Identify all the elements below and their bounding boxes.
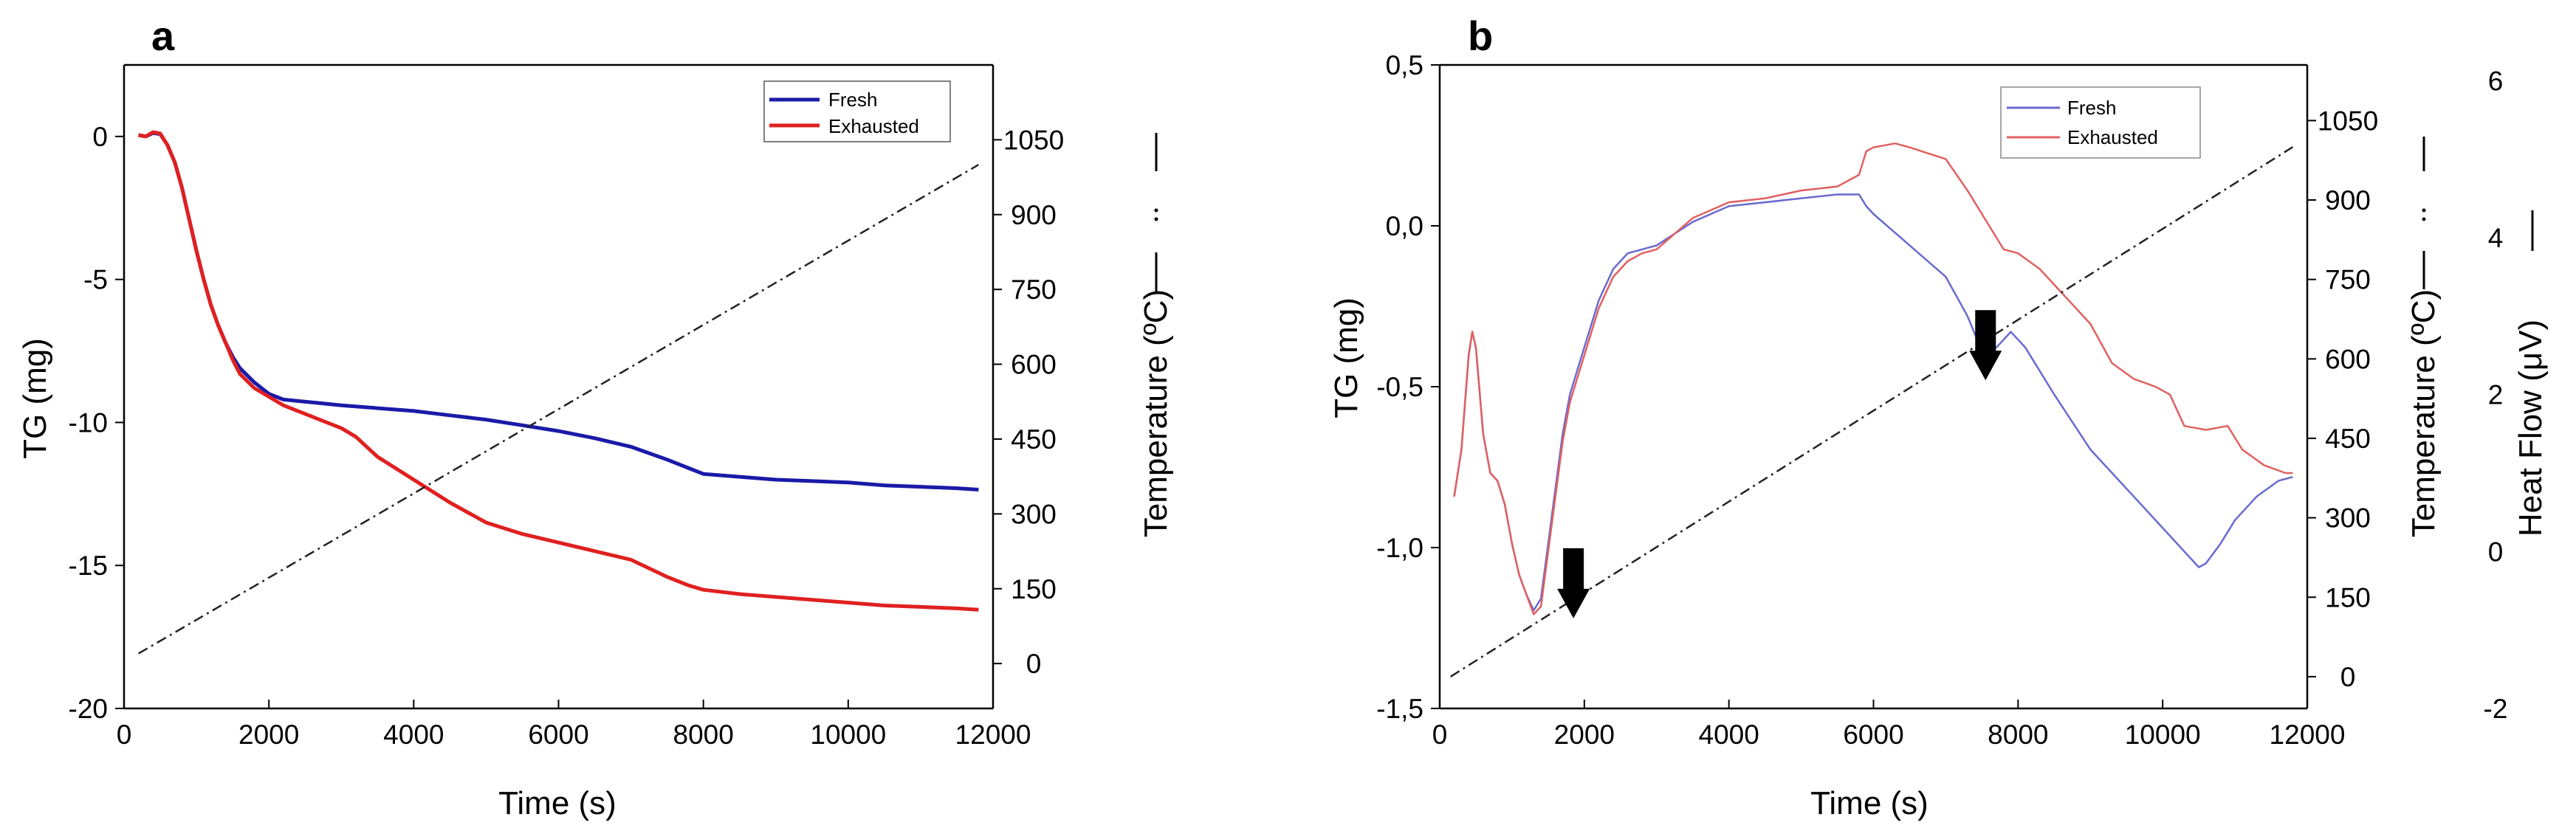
panel-b-y3-tick-label: 0: [2488, 537, 2504, 567]
panel-a-y-axis-label: TG (mg): [17, 338, 53, 459]
panel-b-series-exhausted-line: [1453, 142, 2293, 615]
panel-a-x-tick-label: 10000: [810, 720, 886, 750]
panel-b-y3-tick-label: 6: [2488, 66, 2504, 96]
panel-a-series: [137, 130, 980, 655]
panel-b-ticks: 0 2000 4000 6000 8000 10000 12000-1,5-1,0-0,50…: [1376, 50, 2507, 750]
panel-a-y-tick-label: -15: [69, 551, 108, 581]
panel-b-x-tick-label: 12000: [2270, 720, 2346, 750]
panel-b-x-tick-label: 2000: [1554, 720, 1615, 750]
panel-b-y2-tick-label: 450: [2325, 424, 2371, 454]
panel-a-x-tick-label: 12000: [955, 720, 1031, 750]
panel-b-y3-tick-label: 4: [2488, 223, 2504, 253]
panel-a-legend-fresh-label: Fresh: [828, 89, 877, 111]
panel-a-x-axis-label: Time (s): [498, 785, 616, 821]
panel-b-x-tick-label: 10000: [2125, 720, 2201, 750]
panel-a-y-tick-label: -5: [83, 265, 108, 295]
panel-b-y2-tick-label: 300: [2325, 503, 2371, 534]
panel-b-y-tick-label: -0,5: [1376, 372, 1423, 402]
panel-b-legend: Fresh Exhausted: [2000, 86, 2201, 159]
panel-a-ticks: 0 2000 4000 6000 8000 10000 12000 -20 -15 -10 -5 0 0…: [69, 122, 1065, 750]
panel-a-legend-exhausted-label: Exhausted: [828, 115, 919, 137]
panel-b-y2-tick-label: 1050: [2318, 106, 2378, 136]
panel-a-y2-tick-label: 450: [1011, 424, 1057, 455]
panel-b-y2-tick-label: 150: [2325, 582, 2371, 613]
panel-b-y-axis-label: TG (mg): [1328, 297, 1364, 418]
panel-b-letter: b: [1468, 13, 1493, 59]
panel-b-y3-tick-label: 2: [2488, 380, 2504, 410]
panel-b-y3-axis-label: Heat Flow (μV): [2513, 320, 2549, 537]
panel-a-y2-axis-label: Temperature (ºC): [1138, 289, 1174, 537]
panel-a-x-tick-label: 2000: [238, 720, 299, 750]
panel-a-x-tick-label: 0: [117, 720, 132, 750]
panel-a-letter: a: [151, 13, 175, 59]
panel-b-x-tick-label: 4000: [1699, 720, 1759, 750]
panel-a-y2-tick-label: 600: [1011, 350, 1057, 380]
panel-a-x-tick-label: 8000: [673, 720, 734, 750]
panel-b-series-temperature-line: [1450, 146, 2294, 677]
panel-b: b 0 2000 4000 6000 8000 10000 12000-1,5-1,0-0,…: [1328, 13, 2549, 821]
panel-b-arrow-down-icon: [1557, 548, 1590, 618]
panel-a-y2-tick-label: 750: [1011, 275, 1057, 305]
panel-b-series-fresh-line: [1453, 193, 2293, 612]
panel-b-y-tick-label: -1,0: [1376, 533, 1423, 563]
panel-b-y2-tick-label: 750: [2325, 265, 2371, 295]
panel-b-y2-tick-label: 900: [2325, 185, 2371, 215]
panel-b-y2-axis-label: Temperature (ºC): [2405, 289, 2442, 537]
panel-a-series-temperature-line: [137, 164, 980, 655]
panel-b-y-tick-label: 0,5: [1386, 50, 1423, 80]
panel-b-y2-axis-decoration: [2422, 137, 2426, 289]
panel-a-y-tick-label: -10: [69, 407, 108, 438]
panel-a-y2-axis-decoration: [1154, 133, 1158, 291]
panel-a-series-fresh-line: [138, 131, 979, 491]
panel-b-annotations: [1557, 310, 2002, 618]
panel-a-y2-tick-label: 900: [1011, 200, 1057, 230]
panel-b-x-tick-label: 0: [1432, 720, 1448, 750]
panel-b-y2-tick-label: 0: [2340, 662, 2356, 692]
panel-b-y-tick-label: 0,0: [1386, 211, 1423, 241]
panel-b-plot-frame: [1438, 63, 2309, 710]
panel-b-x-tick-label: 6000: [1843, 720, 1903, 750]
panel-a: a 0 2000 4000 6000 8000 10000 12000-20-15-10-5…: [17, 13, 1174, 821]
panel-a-x-tick-label: 6000: [528, 720, 588, 750]
panel-b-arrow-down-icon: [1969, 310, 2002, 381]
panel-b-series: [1450, 142, 2294, 677]
panel-b-legend-fresh-label: Fresh: [2067, 97, 2116, 119]
panel-a-y2-tick-label: 150: [1011, 574, 1057, 604]
panel-b-legend-exhausted-label: Exhausted: [2067, 126, 2158, 148]
panel-a-y2-tick-label: 1050: [1003, 125, 1064, 155]
panel-a-y-tick-label: 0: [92, 122, 108, 152]
panel-a-legend: Fresh Exhausted: [763, 80, 951, 142]
panel-a-series-exhausted-line: [138, 130, 979, 612]
panel-a-y2-tick-label: 0: [1026, 649, 1042, 679]
panel-a-y-tick-label: -20: [69, 694, 108, 724]
panel-b-y-tick-label: -1,5: [1376, 694, 1423, 724]
panel-b-x-axis-label: Time (s): [1810, 785, 1928, 821]
panel-b-y2-tick-label: 600: [2325, 344, 2371, 374]
panel-b-y3-tick-label: -2: [2484, 694, 2508, 724]
panel-a-x-tick-label: 4000: [383, 720, 444, 750]
panel-a-y2-tick-label: 300: [1011, 499, 1057, 529]
panel-b-x-tick-label: 8000: [1988, 720, 2048, 750]
